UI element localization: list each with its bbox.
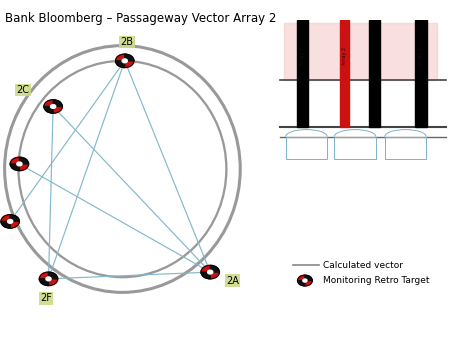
Wedge shape <box>44 106 53 113</box>
Text: Array 2: Array 2 <box>342 47 347 65</box>
Bar <box>369 20 380 127</box>
Bar <box>284 23 437 80</box>
Circle shape <box>201 265 219 279</box>
Circle shape <box>303 279 307 282</box>
Bar <box>334 137 376 160</box>
Wedge shape <box>10 157 19 164</box>
Circle shape <box>116 54 134 68</box>
Bar <box>297 20 308 127</box>
Circle shape <box>17 162 22 166</box>
Wedge shape <box>19 164 29 171</box>
Wedge shape <box>305 275 312 281</box>
Wedge shape <box>298 275 305 281</box>
Circle shape <box>10 157 29 171</box>
Wedge shape <box>44 100 53 106</box>
Circle shape <box>44 100 62 113</box>
Wedge shape <box>39 272 49 279</box>
Wedge shape <box>49 279 58 286</box>
Bar <box>286 137 327 160</box>
Wedge shape <box>305 281 312 286</box>
Wedge shape <box>116 61 125 68</box>
Wedge shape <box>116 54 125 61</box>
Text: Array 1: Array 1 <box>418 47 423 65</box>
Wedge shape <box>10 164 19 171</box>
Wedge shape <box>19 157 29 164</box>
Wedge shape <box>298 281 305 286</box>
Circle shape <box>7 219 13 223</box>
Circle shape <box>50 104 56 108</box>
Wedge shape <box>53 106 62 113</box>
Wedge shape <box>1 215 10 221</box>
Circle shape <box>46 277 51 281</box>
Bar <box>340 20 349 127</box>
Text: Calculated vector: Calculated vector <box>323 261 403 270</box>
Text: 2A: 2A <box>226 275 239 286</box>
Circle shape <box>122 59 128 63</box>
Wedge shape <box>125 61 134 68</box>
Wedge shape <box>201 272 210 279</box>
Text: Array 3: Array 3 <box>300 47 305 65</box>
Text: 2B: 2B <box>121 37 134 47</box>
Circle shape <box>39 272 58 286</box>
Wedge shape <box>49 272 58 279</box>
Text: 2F: 2F <box>40 293 52 304</box>
Circle shape <box>298 275 312 286</box>
Wedge shape <box>210 265 219 272</box>
Text: 2C: 2C <box>17 85 30 95</box>
Text: Bank Bloomberg – Passageway Vector Array 2: Bank Bloomberg – Passageway Vector Array… <box>5 12 276 25</box>
Bar <box>385 137 426 160</box>
Circle shape <box>207 270 213 274</box>
Wedge shape <box>10 215 19 221</box>
Wedge shape <box>210 272 219 279</box>
Wedge shape <box>39 279 49 286</box>
Wedge shape <box>125 54 134 61</box>
Wedge shape <box>53 100 62 106</box>
Bar <box>415 20 427 127</box>
Wedge shape <box>1 221 10 228</box>
Wedge shape <box>201 265 210 272</box>
Text: Monitoring Retro Target: Monitoring Retro Target <box>323 276 430 285</box>
Wedge shape <box>10 221 19 228</box>
Circle shape <box>1 215 19 228</box>
